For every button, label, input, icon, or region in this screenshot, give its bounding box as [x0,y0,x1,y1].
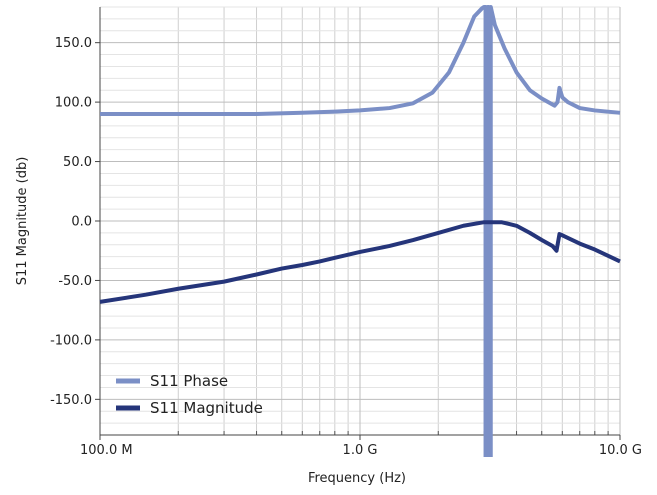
x-axis-title: Frequency (Hz) [308,471,406,486]
x-tick-label: 1.0 G [343,443,378,458]
s11-phase-line [100,5,621,457]
legend-label-phase: S11 Phase [150,372,228,390]
x-tick-labels: 100.0 M 1.0 G 10.0 G [80,443,642,458]
y-axis-title: S11 Magnitude (db) [15,157,30,286]
legend: S11 Phase S11 Magnitude [116,372,263,417]
legend-label-magnitude: S11 Magnitude [150,399,263,417]
series-layer [99,5,621,457]
y-tick-label: -150.0 [50,393,92,408]
y-tick-label: -100.0 [50,333,92,348]
x-tick-label: 100.0 M [80,443,133,458]
axes [99,7,620,436]
y-tick-label: 150.0 [55,36,92,51]
x-tick-label: 10.0 G [599,443,642,458]
y-tick-labels: 150.0 100.0 50.0 0.0 -50.0 -100.0 -150.0 [50,36,92,408]
s11-magnitude-line [99,220,621,304]
y-tick-label: -50.0 [58,274,92,289]
y-tick-label: 50.0 [63,155,92,170]
y-tick-label: 0.0 [71,215,92,230]
y-tick-label: 100.0 [55,96,92,111]
